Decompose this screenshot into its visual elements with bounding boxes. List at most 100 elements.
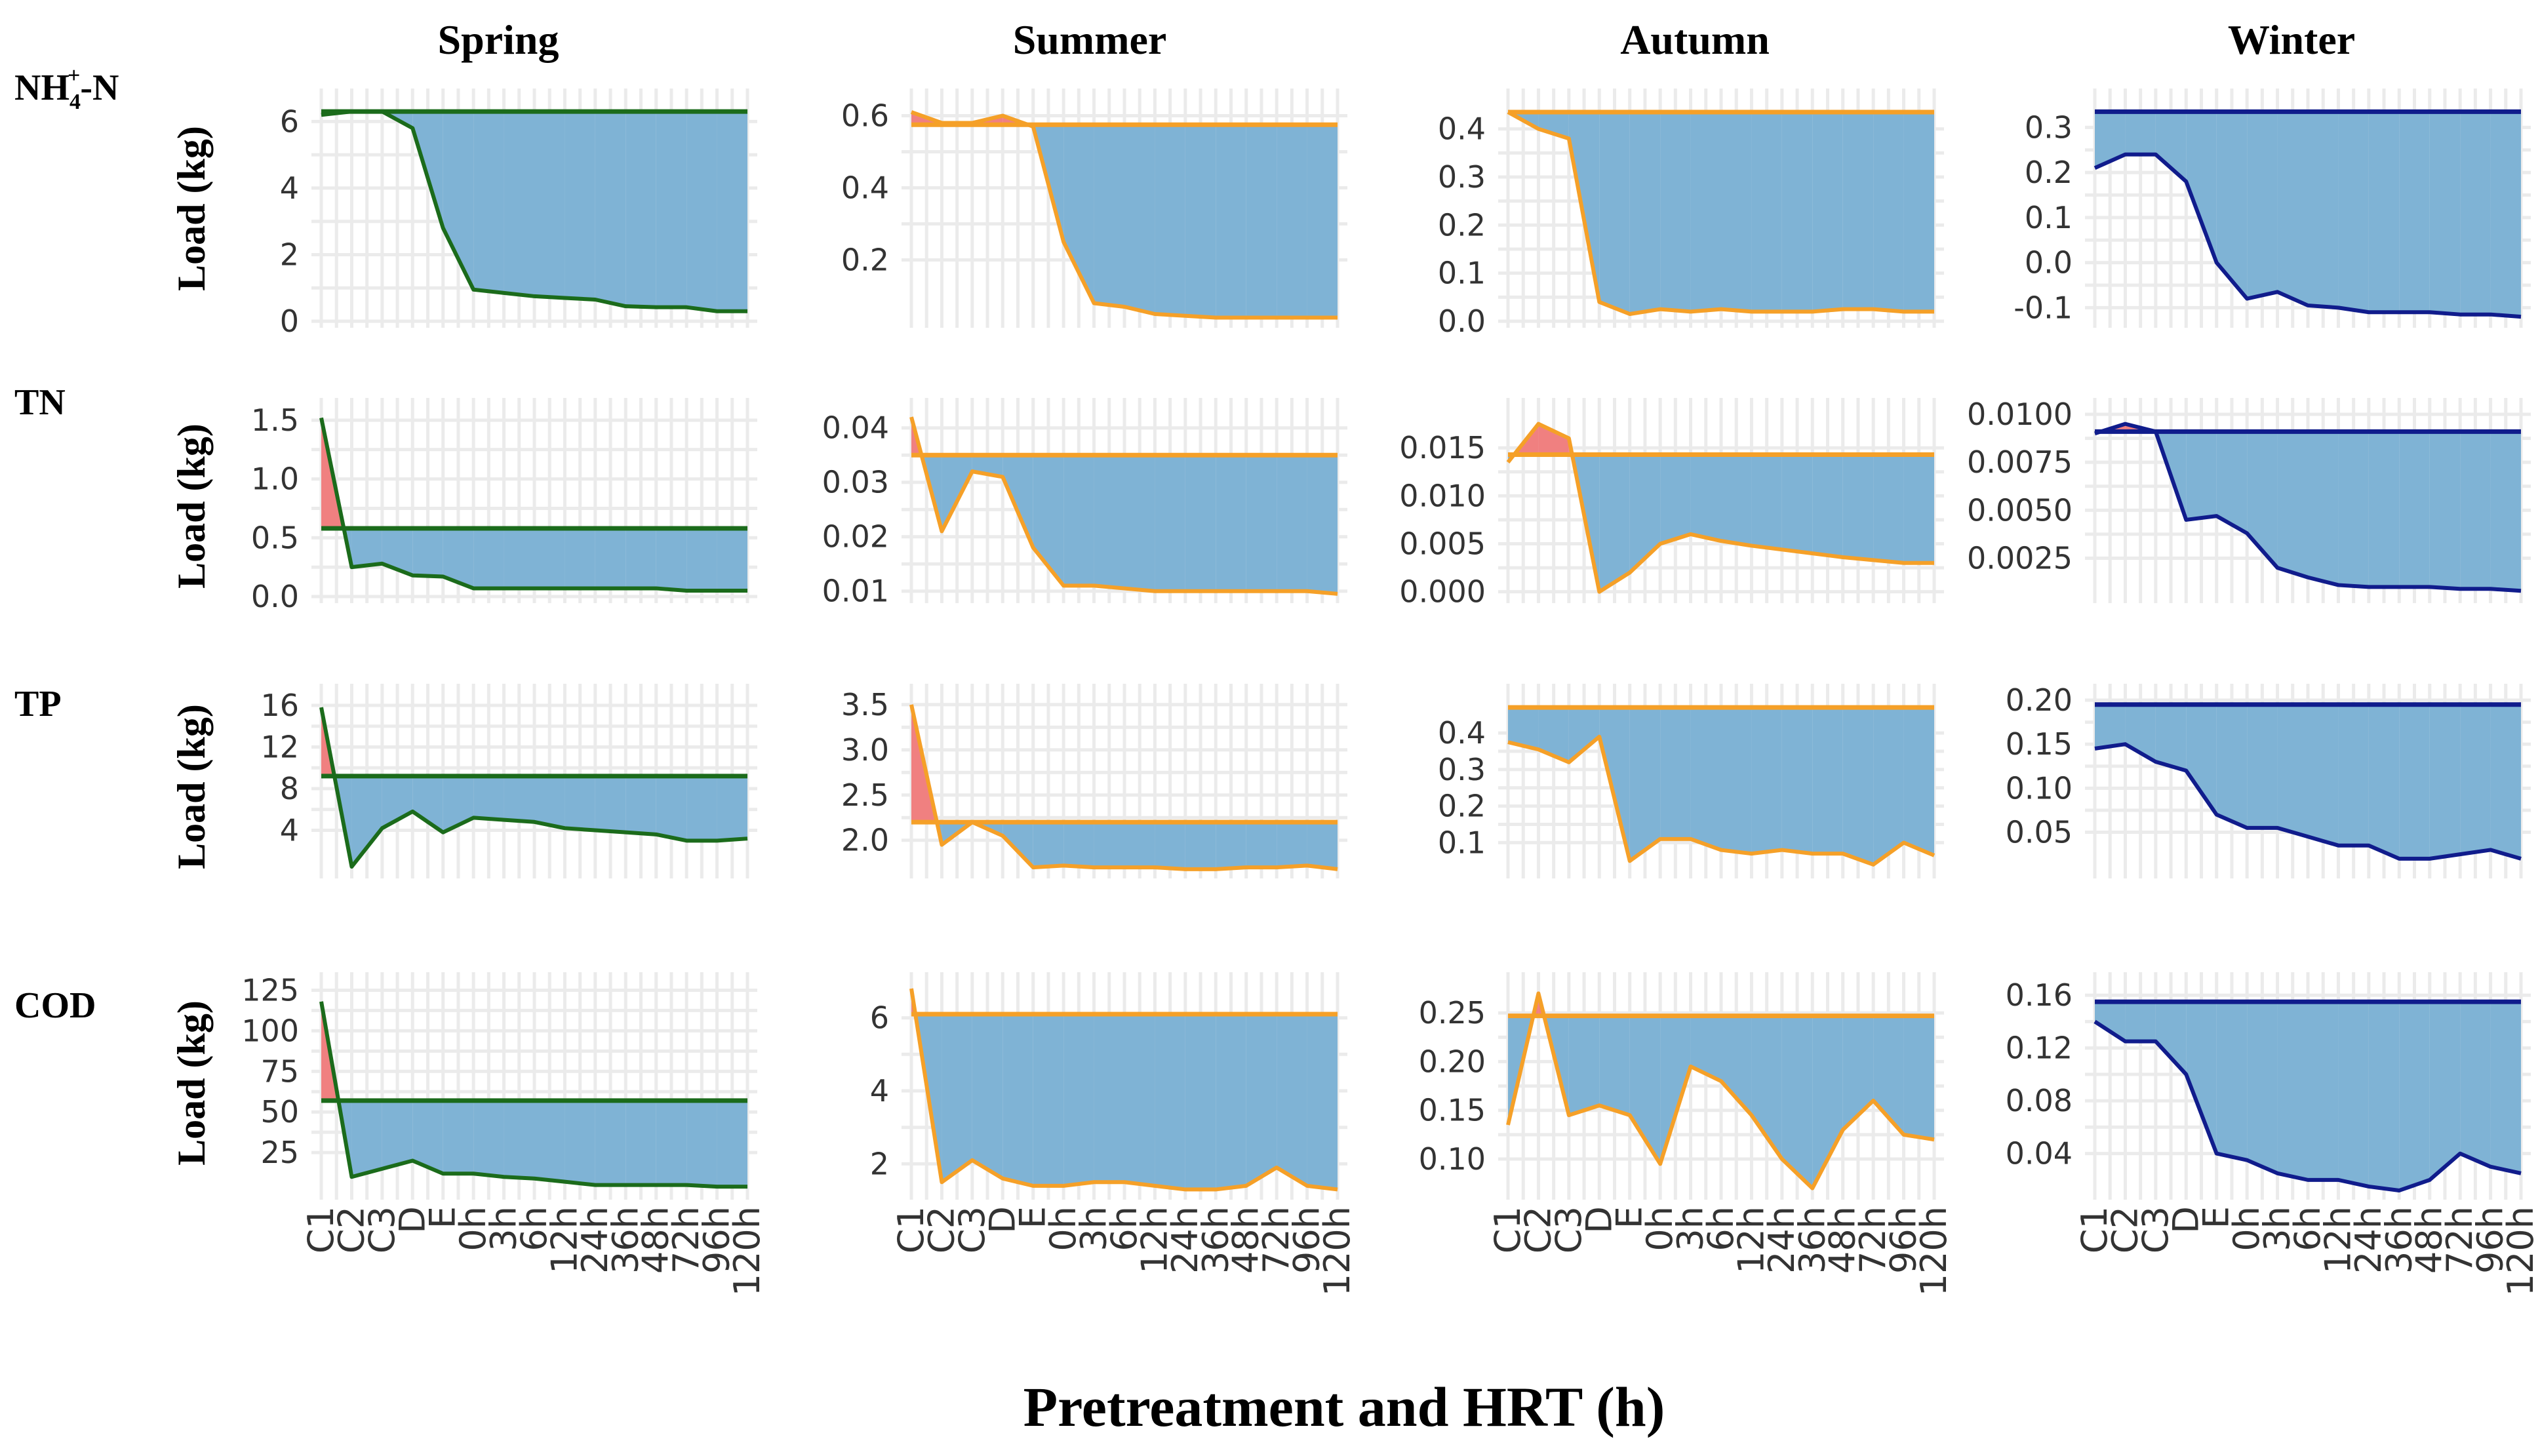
x-tick-label-autumn: C2 — [1517, 1206, 1558, 1253]
y-tick-label: 0.0075 — [1967, 444, 2073, 480]
y-tick-label: 0.25 — [1419, 995, 1486, 1031]
y-tick-label: 50 — [260, 1094, 299, 1130]
area-reduction — [2490, 1002, 2521, 1173]
season-title-summer: Summer — [1013, 16, 1167, 63]
y-tick-label: 8 — [280, 771, 299, 806]
x-tick-label-winter: C2 — [2104, 1206, 2145, 1253]
y-tick-label: -0.1 — [2014, 290, 2073, 325]
area-reduction — [1277, 1014, 1307, 1186]
area-reduction — [565, 111, 595, 300]
area-reduction — [2277, 704, 2308, 837]
y-tick-label: 4 — [280, 170, 299, 206]
y-tick-label: 0.03 — [822, 465, 889, 500]
area-reduction — [1307, 1014, 1338, 1190]
panel-cod-autumn-series-line — [1506, 991, 1935, 1190]
x-tick-label-winter: 96h — [2470, 1206, 2511, 1274]
x-tick-label-winter: 120h — [2500, 1206, 2540, 1296]
y-tick-label: 1.5 — [251, 403, 299, 438]
x-tick-label-winter: 36h — [2378, 1206, 2419, 1274]
panel-nh4-autumn-series-line — [1507, 110, 1934, 316]
area-reduction — [2186, 111, 2217, 263]
y-tick-label: 0.1 — [1438, 825, 1486, 860]
y-tick-label: 0.01 — [822, 574, 889, 609]
area-reduction — [2368, 1002, 2400, 1190]
x-tick-label-summer: 36h — [1195, 1206, 1236, 1274]
row-label-nh4-sub: 4 — [69, 90, 81, 114]
area-reduction — [2125, 1002, 2156, 1042]
y-tick-label: 4 — [280, 812, 299, 848]
x-tick-label-spring: E — [422, 1206, 464, 1229]
area-reduction — [1094, 455, 1124, 589]
area-reduction — [443, 528, 474, 589]
area-reduction — [656, 528, 687, 591]
x-tick-label-winter: 24h — [2348, 1206, 2389, 1274]
x-tick-label-spring: 72h — [665, 1206, 707, 1274]
area-reduction — [2095, 1002, 2126, 1042]
area-reduction — [1246, 1014, 1277, 1186]
x-tick-label-summer: C2 — [921, 1206, 962, 1253]
area-reduction — [1033, 822, 1064, 868]
area-reduction — [2338, 431, 2369, 587]
panel-tp-winter-series-line — [2094, 742, 2522, 861]
area-reduction — [1185, 822, 1216, 869]
area-reduction — [1812, 112, 1843, 312]
area-reduction — [1307, 455, 1338, 594]
area-reduction — [1155, 1014, 1185, 1190]
x-tick-label-winter: E — [2196, 1206, 2237, 1229]
y-axis-label-row3: Load (kg) — [170, 704, 213, 869]
panel-cod-spring: 25 50 75 100 125 — [241, 972, 757, 1200]
y-tick-label: 12 — [260, 729, 299, 764]
area-reduction — [2095, 111, 2126, 168]
area-reduction — [972, 1014, 1003, 1179]
y-tick-label: 75 — [260, 1053, 299, 1089]
area-reduction — [443, 111, 474, 290]
area-reduction — [2429, 431, 2461, 589]
area-reduction — [2216, 1002, 2248, 1160]
area-reduction — [2277, 111, 2308, 305]
area-reduction — [534, 528, 565, 589]
y-tick-label: 0.10 — [1419, 1141, 1486, 1177]
area-reduction — [504, 1100, 534, 1179]
x-tick-label-spring: C2 — [330, 1206, 372, 1253]
row-label-cod: COD — [14, 985, 96, 1026]
y-tick-label: 0 — [280, 304, 299, 339]
y-tick-label: 0.08 — [2006, 1083, 2073, 1118]
area-reduction — [2429, 1002, 2461, 1180]
area-reduction — [1660, 1015, 1691, 1164]
area-reduction — [2125, 111, 2156, 155]
area-reduction — [504, 111, 534, 296]
y-tick-label: 0.16 — [2006, 977, 2073, 1013]
area-reduction — [2429, 111, 2461, 315]
area-reduction — [1812, 454, 1843, 558]
x-tick-label-spring: 24h — [574, 1206, 616, 1274]
panel-nh4-summer-series-line — [910, 110, 1338, 320]
area-reduction — [1873, 1015, 1904, 1135]
area-reduction — [1216, 125, 1246, 318]
area-reduction — [1721, 707, 1752, 854]
area-reduction — [2277, 1002, 2308, 1180]
x-tick-label-summer: 12h — [1134, 1206, 1175, 1274]
area-reduction — [1124, 125, 1155, 314]
chart-panels: 02460.20.40.60.00.10.20.30.4-0.10.00.10.… — [241, 89, 2531, 1200]
area-reduction — [1721, 1015, 1752, 1116]
area-reduction — [1599, 112, 1630, 314]
area-reduction — [1629, 454, 1661, 573]
area-reduction — [1185, 125, 1216, 318]
area-reduction — [1124, 455, 1155, 591]
area-reduction — [1155, 125, 1185, 316]
area-reduction — [2429, 704, 2461, 859]
y-tick-label: 0.04 — [2006, 1136, 2073, 1171]
y-tick-label: 0.12 — [2006, 1031, 2073, 1066]
area-reduction — [1155, 822, 1185, 869]
panel-cod-summer-series-line — [909, 988, 1338, 1192]
x-tick-label-summer: 96h — [1286, 1206, 1328, 1274]
area-reduction — [1690, 454, 1721, 541]
y-tick-label: 0.0025 — [1967, 540, 2073, 576]
x-tick-label-autumn: E — [1609, 1206, 1650, 1229]
x-tick-label-autumn: 12h — [1730, 1206, 1772, 1274]
area-reduction — [1690, 707, 1721, 850]
area-reduction — [2247, 704, 2278, 828]
y-tick-label: 0.0050 — [1967, 492, 2073, 528]
area-reduction — [1216, 822, 1246, 869]
